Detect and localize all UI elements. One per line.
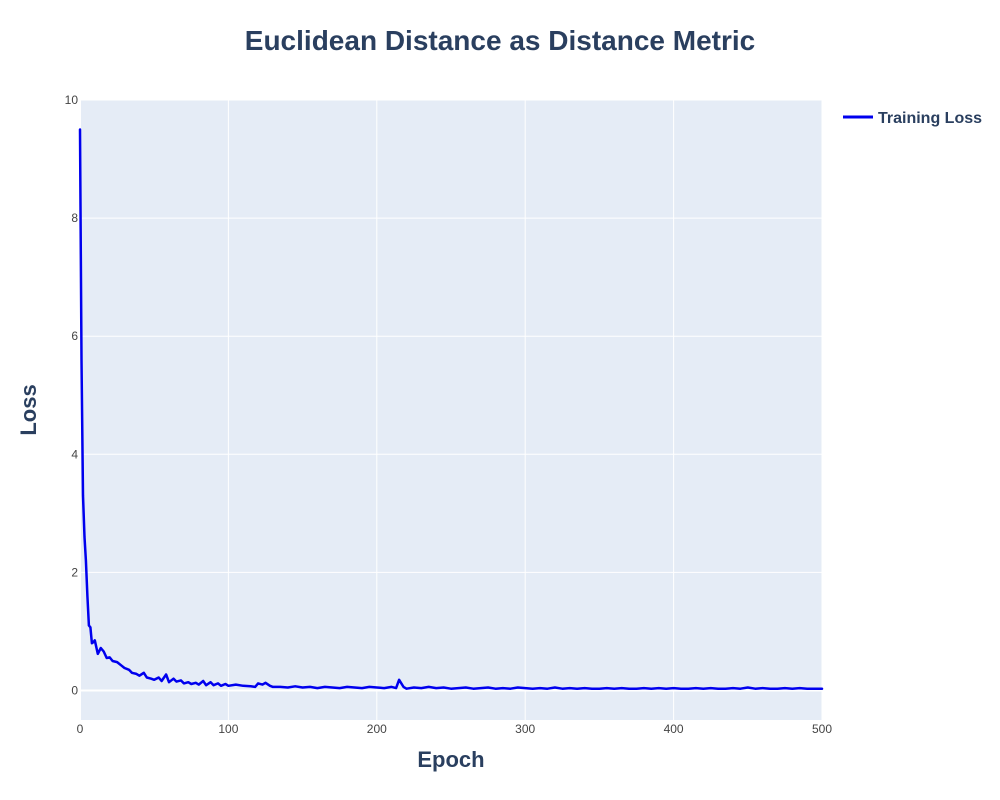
x-tick-label: 100 <box>218 722 238 736</box>
y-tick-label: 10 <box>65 93 79 107</box>
legend[interactable]: Training Loss <box>843 110 982 127</box>
y-tick-label: 0 <box>71 683 78 697</box>
y-tick-label: 4 <box>71 447 78 461</box>
y-tick-label: 2 <box>71 565 78 579</box>
tick-labels: 0 100 200 300 400 500 0 2 4 6 8 10 <box>65 93 833 736</box>
y-tick-label: 8 <box>71 211 78 225</box>
series-line-training-loss <box>78 128 824 690</box>
x-tick-label: 300 <box>515 722 535 736</box>
series-layer <box>78 128 824 690</box>
x-tick-label: 400 <box>664 722 684 736</box>
y-tick-label: 6 <box>71 329 78 343</box>
x-tick-label: 0 <box>77 722 84 736</box>
plot-area <box>80 100 822 720</box>
x-tick-label: 500 <box>812 722 832 736</box>
x-tick-label: 200 <box>367 722 387 736</box>
grid-lines <box>79 99 823 720</box>
legend-label-training-loss: Training Loss <box>878 110 982 127</box>
y-axis-title: Loss <box>16 384 41 435</box>
x-axis-title: Epoch <box>417 747 484 772</box>
chart-title: Euclidean Distance as Distance Metric <box>245 25 755 56</box>
